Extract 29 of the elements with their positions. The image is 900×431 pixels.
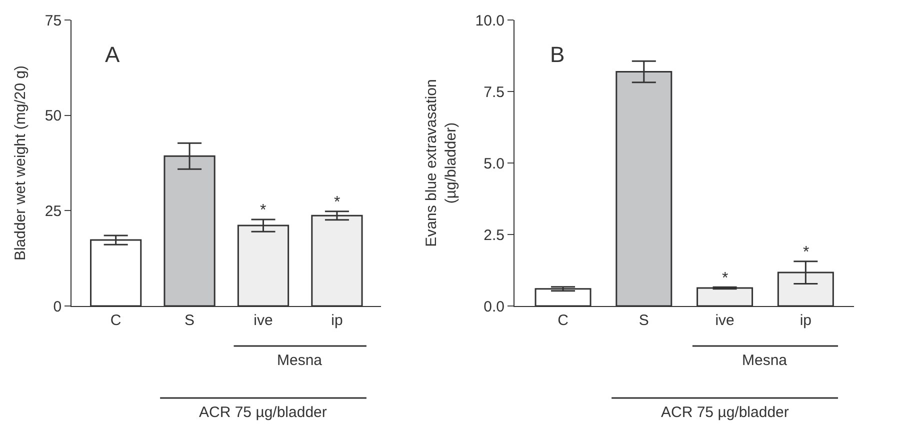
text: ACR 75 µg/bladder [199, 404, 327, 421]
x-tick-label: ip [800, 312, 812, 329]
text: B [550, 42, 565, 67]
x-tick-label: S [638, 312, 649, 329]
y-tick-label: 0.0 [484, 298, 504, 316]
text: Mesna [277, 352, 323, 369]
y-tick-label: 2.5 [484, 226, 504, 244]
y-tick-label: 25 [44, 202, 62, 220]
y-tick-label: 0 [53, 298, 62, 316]
x-tick-label: ive [254, 312, 273, 329]
text: Mesna [742, 352, 788, 369]
y-tick-label: 5.0 [484, 155, 504, 172]
x-tick-label: C [558, 312, 569, 329]
y-tick-label: 7.5 [484, 84, 504, 101]
annotation: * [722, 270, 728, 287]
annotation: * [334, 194, 340, 211]
y-tick-label: 75 [44, 12, 62, 30]
y-axis-title: Evans blue extravasation (µg/bladder) [423, 79, 460, 247]
x-tick-label: S [184, 312, 195, 329]
x-tick-label: C [110, 312, 122, 329]
annotation: * [260, 202, 266, 219]
text: ACR 75 µg/bladder [661, 404, 789, 421]
x-tick-label: ip [331, 312, 343, 329]
x-tick-label: ive [715, 312, 734, 329]
y-tick-label: 10.0 [475, 12, 504, 30]
y-axis-title: Bladder wet weight (mg/20 g) [12, 65, 30, 261]
text: A [105, 42, 120, 67]
annotation: * [803, 244, 810, 261]
y-tick-label: 50 [44, 108, 62, 125]
